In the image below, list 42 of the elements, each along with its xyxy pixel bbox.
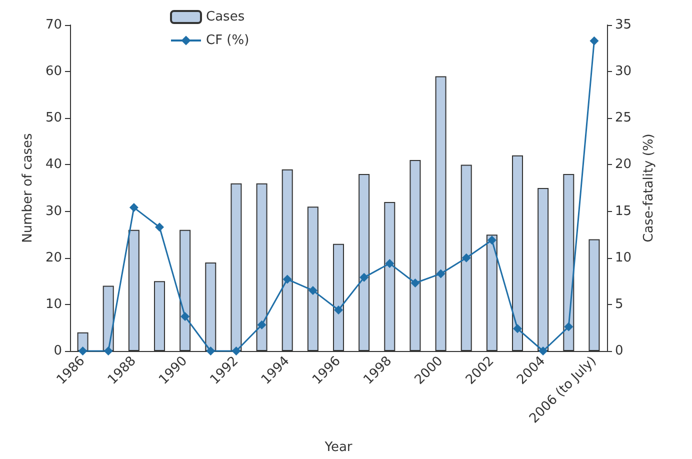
point (180, 312, 190, 322)
y-axis-title: Number of cases (20, 132, 36, 243)
point (232, 346, 241, 356)
point (462, 253, 471, 262)
point (360, 272, 369, 282)
x-axis-title: Year (324, 440, 353, 455)
point (104, 346, 113, 356)
point (436, 269, 446, 278)
y2-tick-label: 10 (615, 250, 632, 266)
point (334, 306, 343, 315)
y2-tick-label: 25 (615, 110, 632, 126)
point (385, 258, 394, 268)
y2-tick-label: 30 (615, 64, 632, 80)
y-tick-label: 40 (45, 157, 62, 172)
point (564, 322, 574, 332)
point (590, 36, 599, 46)
point (487, 236, 496, 245)
point (257, 320, 266, 330)
point (513, 324, 522, 334)
point (155, 222, 164, 232)
y-tick-label: 10 (45, 296, 62, 312)
point (206, 346, 216, 356)
y-tick-label: 70 (45, 18, 62, 32)
y2-tick-label: 0 (615, 344, 624, 358)
point (282, 274, 292, 284)
point (410, 278, 420, 288)
point (538, 346, 548, 356)
y-tick-label: 30 (45, 204, 62, 219)
point (78, 346, 88, 356)
y-tick-label: 60 (45, 64, 62, 80)
y-tick-label: 20 (45, 250, 62, 266)
y2-tick-label: 20 (615, 157, 632, 172)
point (308, 286, 318, 295)
y-tick-label: 50 (45, 110, 62, 126)
point (129, 203, 138, 212)
y2-axis-title: Case-fatality (%) (641, 134, 656, 242)
legend-label: Cases (206, 10, 245, 24)
y2-tick-label: 35 (615, 18, 632, 32)
y-tick-label: 0 (54, 344, 62, 358)
y2-tick-label: 15 (615, 204, 632, 219)
legend-label: CF (%) (206, 33, 250, 48)
y2-tick-label: 5 (615, 296, 624, 312)
